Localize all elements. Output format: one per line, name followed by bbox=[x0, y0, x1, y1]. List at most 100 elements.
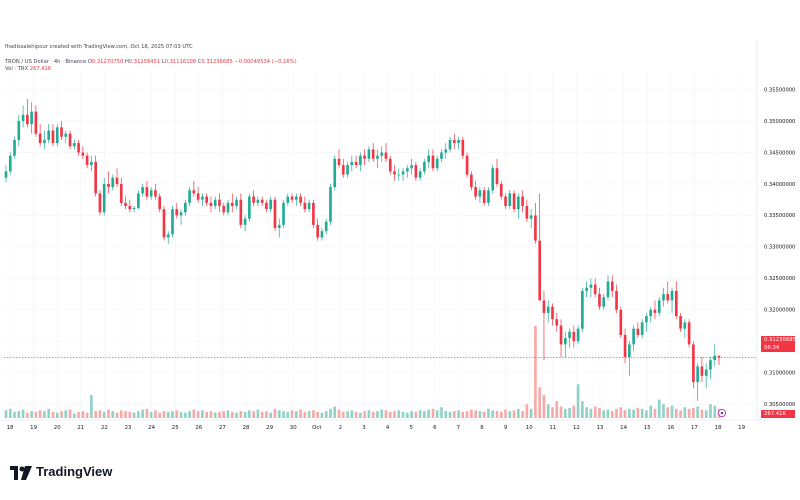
candle bbox=[563, 331, 567, 357]
candle bbox=[606, 275, 610, 301]
chart-grid bbox=[0, 40, 800, 421]
volume-bar bbox=[239, 411, 243, 418]
candle bbox=[512, 190, 516, 213]
y-tick-label: 0.34500000 bbox=[764, 150, 795, 156]
candle bbox=[149, 187, 153, 200]
candle bbox=[303, 196, 307, 213]
volume-bar bbox=[102, 411, 106, 418]
time-axis: 18 19 20 21 22 23 24 25 26 27 28 29 30 Oct 2 3 4 5 6 7 8 9 10 1… bbox=[7, 425, 746, 431]
candle bbox=[115, 168, 119, 188]
candle bbox=[13, 136, 16, 159]
volume-bar bbox=[555, 401, 559, 418]
volume-bar bbox=[521, 411, 524, 418]
volume-bar bbox=[696, 406, 699, 418]
volume-bar bbox=[13, 411, 16, 418]
tradingview-logo-text: TradingView bbox=[36, 464, 113, 479]
volume-label[interactable]: Vol · TRX bbox=[5, 66, 29, 72]
low-value: 0.31116108 bbox=[164, 59, 197, 65]
candle bbox=[700, 356, 704, 383]
volume-bar bbox=[256, 409, 260, 418]
candle bbox=[350, 155, 354, 172]
candle bbox=[517, 193, 520, 219]
candle bbox=[273, 196, 277, 232]
volume-bar bbox=[337, 409, 341, 418]
candle bbox=[252, 190, 255, 206]
volume-legend: Vol · TRX 267.41K bbox=[5, 66, 51, 72]
change-value: −0.00049534 (−0.16%) bbox=[234, 59, 297, 65]
candle bbox=[222, 202, 226, 216]
candle bbox=[551, 303, 554, 326]
candle bbox=[418, 168, 422, 181]
volume-bar bbox=[551, 407, 554, 418]
x-tick-label: 7 bbox=[457, 425, 460, 431]
x-tick-label: 2 bbox=[339, 425, 342, 431]
volume-bar bbox=[440, 407, 443, 418]
volume-bar bbox=[248, 410, 251, 418]
volume-bar bbox=[435, 410, 439, 418]
price-chart[interactable]: 0.35500000 0.35000000 0.34500000 0.34000000… bbox=[0, 0, 800, 440]
volume-bar bbox=[26, 412, 29, 418]
candle bbox=[286, 193, 290, 206]
candle bbox=[162, 205, 166, 241]
volume-bar bbox=[8, 408, 12, 418]
candle bbox=[593, 278, 597, 298]
candle bbox=[401, 168, 405, 181]
volume-bar bbox=[504, 409, 507, 418]
candle bbox=[495, 158, 499, 188]
volume-bar bbox=[132, 412, 136, 418]
candle bbox=[260, 196, 264, 206]
candle bbox=[670, 287, 674, 313]
candle bbox=[491, 165, 495, 194]
volume-bar bbox=[282, 411, 285, 418]
candle bbox=[687, 319, 691, 348]
x-tick-label: 18 bbox=[7, 425, 14, 431]
volume-bar bbox=[21, 409, 25, 418]
candle bbox=[98, 190, 102, 216]
candle bbox=[568, 328, 571, 348]
candle bbox=[538, 193, 542, 301]
volume-bar bbox=[653, 408, 657, 418]
candle bbox=[132, 205, 136, 213]
volume-bar bbox=[401, 411, 405, 418]
volume-bar bbox=[290, 410, 294, 418]
candle bbox=[363, 149, 366, 166]
candle bbox=[589, 278, 593, 298]
tradingview-logo-icon bbox=[10, 465, 32, 480]
candle bbox=[329, 183, 332, 225]
candle bbox=[380, 146, 384, 162]
volume-bar bbox=[277, 410, 281, 418]
volume-bar bbox=[158, 412, 162, 418]
volume-bar bbox=[534, 326, 537, 418]
volume-bar bbox=[98, 410, 102, 418]
countdown-tag: 56:34 bbox=[761, 344, 795, 352]
volume-bar bbox=[371, 411, 375, 418]
candle bbox=[107, 171, 110, 194]
volume-bar bbox=[427, 409, 431, 418]
volume-bar bbox=[43, 411, 46, 418]
volume-bar bbox=[235, 412, 238, 418]
volume-bar bbox=[482, 411, 486, 418]
volume-bar bbox=[196, 411, 200, 418]
tradingview-logo[interactable]: TradingView bbox=[10, 464, 113, 480]
volume-bar bbox=[205, 411, 208, 418]
volume-bar bbox=[119, 410, 123, 418]
high-value: 0.31258451 bbox=[128, 59, 161, 65]
symbol-name[interactable]: TRON / US Dollar · 4h · Binance bbox=[5, 59, 87, 65]
y-tick-label: 0.31000000 bbox=[764, 371, 795, 377]
candle bbox=[85, 152, 89, 169]
volume-bar bbox=[162, 411, 166, 418]
candle bbox=[504, 193, 507, 210]
volume-tag: 267.41K bbox=[761, 410, 795, 418]
candle bbox=[440, 149, 443, 162]
volume-bar bbox=[145, 408, 149, 418]
candle bbox=[521, 190, 524, 213]
volume-bar bbox=[137, 411, 140, 418]
volume-bar bbox=[692, 408, 695, 418]
volume-bar bbox=[294, 411, 298, 418]
candle bbox=[166, 231, 170, 244]
candle bbox=[8, 152, 12, 175]
volume-bars bbox=[4, 326, 721, 418]
x-tick-label: 13 bbox=[597, 425, 604, 431]
volume-bar bbox=[128, 411, 132, 418]
candle bbox=[183, 199, 187, 216]
